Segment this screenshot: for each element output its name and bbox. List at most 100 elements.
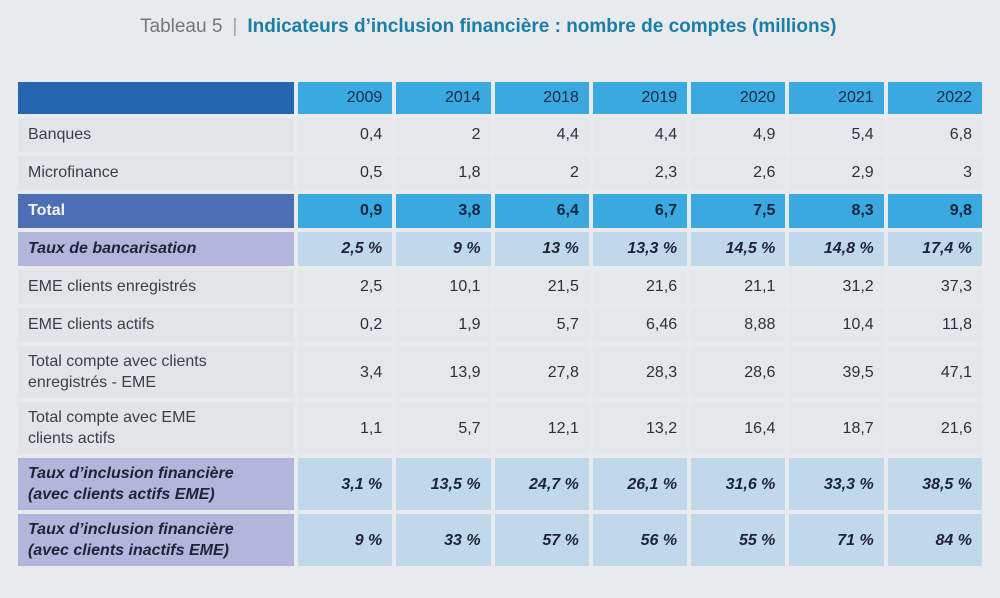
header-corner-cell xyxy=(18,82,294,114)
value-cell: 7,5 xyxy=(691,194,786,228)
value-cell: 21,6 xyxy=(592,270,688,304)
value-cell: 39,5 xyxy=(789,346,884,398)
value-cell: 2 xyxy=(494,156,589,190)
table-row-banques: Banques 0,4 2 4,4 4,4 4,9 5,4 6,8 xyxy=(18,118,982,152)
value-cell: 6,4 xyxy=(494,194,589,228)
value-cell: 5,7 xyxy=(396,402,491,454)
value-cell: 13,9 xyxy=(396,346,491,398)
year-header: 2014 xyxy=(396,82,491,114)
row-label-line2: (avec clients inactifs EME) xyxy=(28,542,229,559)
value-cell: 26,1 % xyxy=(592,458,688,510)
value-cell: 38,5 % xyxy=(887,458,982,510)
value-cell: 9 % xyxy=(396,232,491,266)
header-row: 2009 2014 2018 2019 2020 2021 2022 xyxy=(18,82,982,114)
value-cell: 6,46 xyxy=(592,308,688,342)
caption-title: Indicateurs d’inclusion financière : nom… xyxy=(247,16,837,37)
value-cell: 56 % xyxy=(592,514,688,566)
row-label: EME clients actifs xyxy=(18,308,294,342)
value-cell: 9,8 xyxy=(887,194,982,228)
value-cell: 55 % xyxy=(691,514,786,566)
row-label: Total compte avec clients enregistrés - E… xyxy=(18,346,294,398)
value-cell: 13,5 % xyxy=(396,458,491,510)
value-cell: 3,8 xyxy=(396,194,491,228)
value-cell: 4,9 xyxy=(691,118,786,152)
value-cell: 8,3 xyxy=(789,194,884,228)
year-header: 2018 xyxy=(494,82,589,114)
value-cell: 10,1 xyxy=(396,270,491,304)
value-cell: 12,1 xyxy=(494,402,589,454)
value-cell: 10,4 xyxy=(789,308,884,342)
value-cell: 3,1 % xyxy=(298,458,393,510)
value-cell: 31,6 % xyxy=(691,458,786,510)
table-row-taux-inclusion-inactifs: Taux d’inclusion financière (avec clients… xyxy=(18,514,982,566)
year-header: 2020 xyxy=(691,82,786,114)
value-cell: 2,3 xyxy=(592,156,688,190)
caption-label: Tableau 5 xyxy=(140,16,223,37)
row-label: Total xyxy=(18,194,294,228)
row-label: Microfinance xyxy=(18,156,294,190)
value-cell: 1,9 xyxy=(396,308,491,342)
value-cell: 17,4 % xyxy=(887,232,982,266)
value-cell: 2,5 xyxy=(298,270,393,304)
year-header: 2021 xyxy=(789,82,884,114)
year-header: 2022 xyxy=(887,82,982,114)
row-label-line1: Total compte avec clients xyxy=(28,353,207,370)
value-cell: 6,8 xyxy=(887,118,982,152)
value-cell: 28,3 xyxy=(592,346,688,398)
row-label: Taux de bancarisation xyxy=(18,232,294,266)
value-cell: 1,8 xyxy=(396,156,491,190)
year-header: 2009 xyxy=(298,82,393,114)
caption-separator: | xyxy=(232,16,238,37)
value-cell: 21,1 xyxy=(691,270,786,304)
value-cell: 57 % xyxy=(494,514,589,566)
value-cell: 47,1 xyxy=(887,346,982,398)
row-label-line2: clients actifs xyxy=(28,430,116,447)
value-cell: 2,9 xyxy=(789,156,884,190)
value-cell: 1,1 xyxy=(298,402,393,454)
year-header: 2019 xyxy=(592,82,688,114)
value-cell: 27,8 xyxy=(494,346,589,398)
value-cell: 3,4 xyxy=(298,346,393,398)
value-cell: 9 % xyxy=(298,514,393,566)
table-row-taux-bancarisation: Taux de bancarisation 2,5 % 9 % 13 % 13,… xyxy=(18,232,982,266)
row-label-line1: Taux d’inclusion financière xyxy=(28,465,234,482)
value-cell: 4,4 xyxy=(494,118,589,152)
row-label-line1: Taux d’inclusion financière xyxy=(28,521,234,538)
value-cell: 13,2 xyxy=(592,402,688,454)
value-cell: 0,5 xyxy=(298,156,393,190)
row-label-line2: (avec clients actifs EME) xyxy=(28,486,215,503)
financial-inclusion-table: 2009 2014 2018 2019 2020 2021 2022 Banqu… xyxy=(14,78,986,570)
value-cell: 21,5 xyxy=(494,270,589,304)
value-cell: 13 % xyxy=(494,232,589,266)
value-cell: 2 xyxy=(396,118,491,152)
table-row-total: Total 0,9 3,8 6,4 6,7 7,5 8,3 9,8 xyxy=(18,194,982,228)
value-cell: 33,3 % xyxy=(789,458,884,510)
row-label-line1: Total compte avec EME xyxy=(28,409,197,426)
row-label-line2: enregistrés - EME xyxy=(28,374,157,391)
row-label: EME clients enregistrés xyxy=(18,270,294,304)
table-row-total-actifs: Total compte avec EME clients actifs 1,1 … xyxy=(18,402,982,454)
value-cell: 4,4 xyxy=(592,118,688,152)
table-row-microfinance: Microfinance 0,5 1,8 2 2,3 2,6 2,9 3 xyxy=(18,156,982,190)
row-label: Banques xyxy=(18,118,294,152)
value-cell: 33 % xyxy=(396,514,491,566)
row-label: Total compte avec EME clients actifs xyxy=(18,402,294,454)
value-cell: 0,9 xyxy=(298,194,393,228)
value-cell: 0,2 xyxy=(298,308,393,342)
value-cell: 0,4 xyxy=(298,118,393,152)
value-cell: 2,6 xyxy=(691,156,786,190)
value-cell: 37,3 xyxy=(887,270,982,304)
table-row-total-enregistres: Total compte avec clients enregistrés - E… xyxy=(18,346,982,398)
table-caption: Tableau 5 | Indicateurs d’inclusion financ… xyxy=(140,16,836,38)
value-cell: 11,8 xyxy=(887,308,982,342)
table-row-eme-enregistres: EME clients enregistrés 2,5 10,1 21,5 21… xyxy=(18,270,982,304)
value-cell: 6,7 xyxy=(592,194,688,228)
value-cell: 31,2 xyxy=(789,270,884,304)
value-cell: 24,7 % xyxy=(494,458,589,510)
value-cell: 84 % xyxy=(887,514,982,566)
value-cell: 71 % xyxy=(789,514,884,566)
value-cell: 8,88 xyxy=(691,308,786,342)
value-cell: 3 xyxy=(887,156,982,190)
value-cell: 16,4 xyxy=(691,402,786,454)
table-row-taux-inclusion-actifs: Taux d’inclusion financière (avec clients… xyxy=(18,458,982,510)
